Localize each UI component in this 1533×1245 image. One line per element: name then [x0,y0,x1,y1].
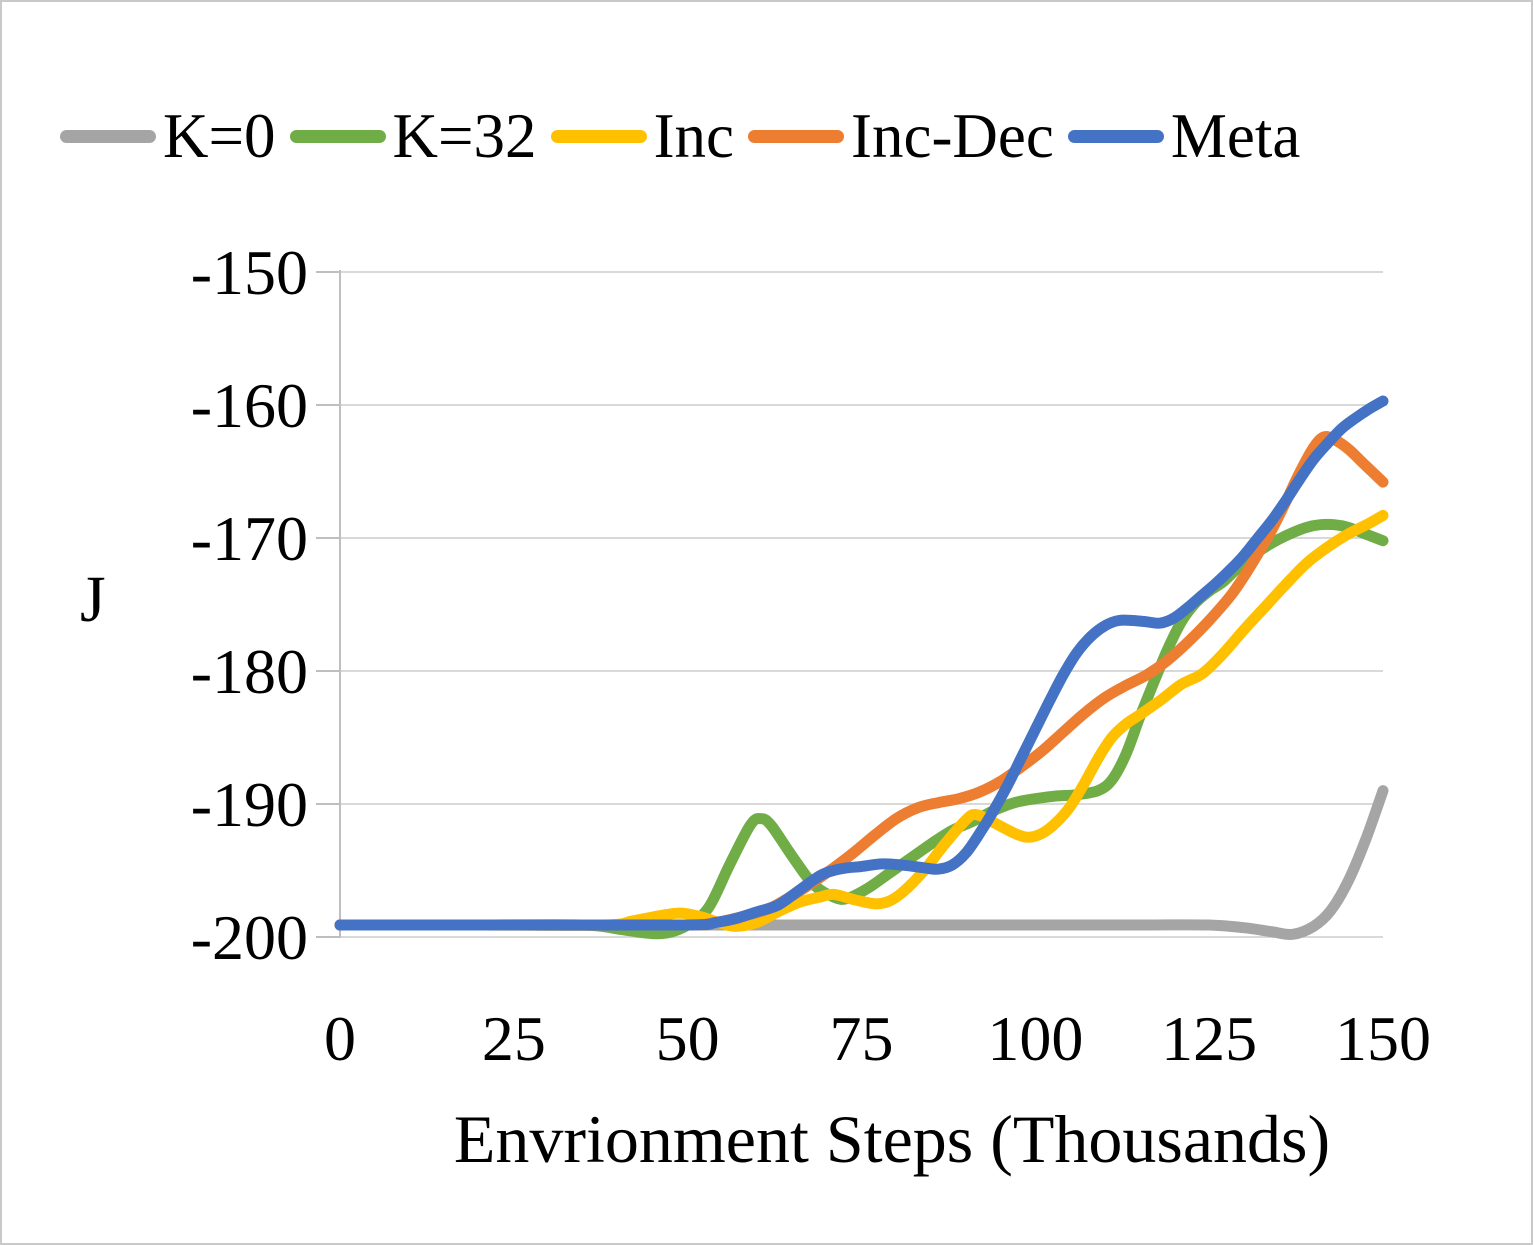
legend-item-meta: Meta [1067,100,1314,171]
legend-item-inc-dec: Inc-Dec [748,100,1068,171]
legend-label: Meta [1170,100,1301,171]
legend-label: K=0 [163,100,276,171]
legend-label: K=32 [392,100,537,171]
y-tick-label: -150 [191,237,308,308]
legend-item-k-32: K=32 [289,100,551,171]
y-tick-label: -190 [191,769,308,840]
chart-legend: K=0 K=32 Inc Inc-Dec Meta [60,98,1501,174]
series-line-meta [334,395,1389,931]
legend-line-swatch [550,129,647,143]
legend-line-swatch [60,129,156,143]
series-line-inc-dec [334,431,1389,931]
x-tick-label: 75 [830,1003,894,1074]
x-tick-label: 150 [1335,1003,1431,1074]
y-tick-label: -200 [191,902,308,973]
legend-label: Inc [653,100,735,171]
x-tick-label: 25 [482,1003,546,1074]
y-tick-label: -160 [191,370,308,441]
y-axis-line [316,270,341,938]
x-tick-label: 125 [1161,1003,1257,1074]
y-tick-label: -170 [191,503,308,574]
x-tick-label: 100 [987,1003,1083,1074]
series-lines [334,395,1389,940]
legend-item-k-0: K=0 [60,100,290,171]
legend-line-swatch [1067,129,1164,143]
y-tick-label: -180 [191,636,308,707]
legend-item-inc: Inc [550,100,748,171]
y-axis-title: J [80,563,106,636]
legend-line-swatch [289,129,386,143]
legend-label: Inc-Dec [851,100,1054,171]
series-line-k-32 [334,518,1389,940]
x-tick-label: 0 [324,1003,356,1074]
x-axis-title: Envrionment Steps (Thousands) [453,1101,1331,1177]
legend-line-swatch [748,129,845,143]
x-tick-label: 50 [656,1003,720,1074]
